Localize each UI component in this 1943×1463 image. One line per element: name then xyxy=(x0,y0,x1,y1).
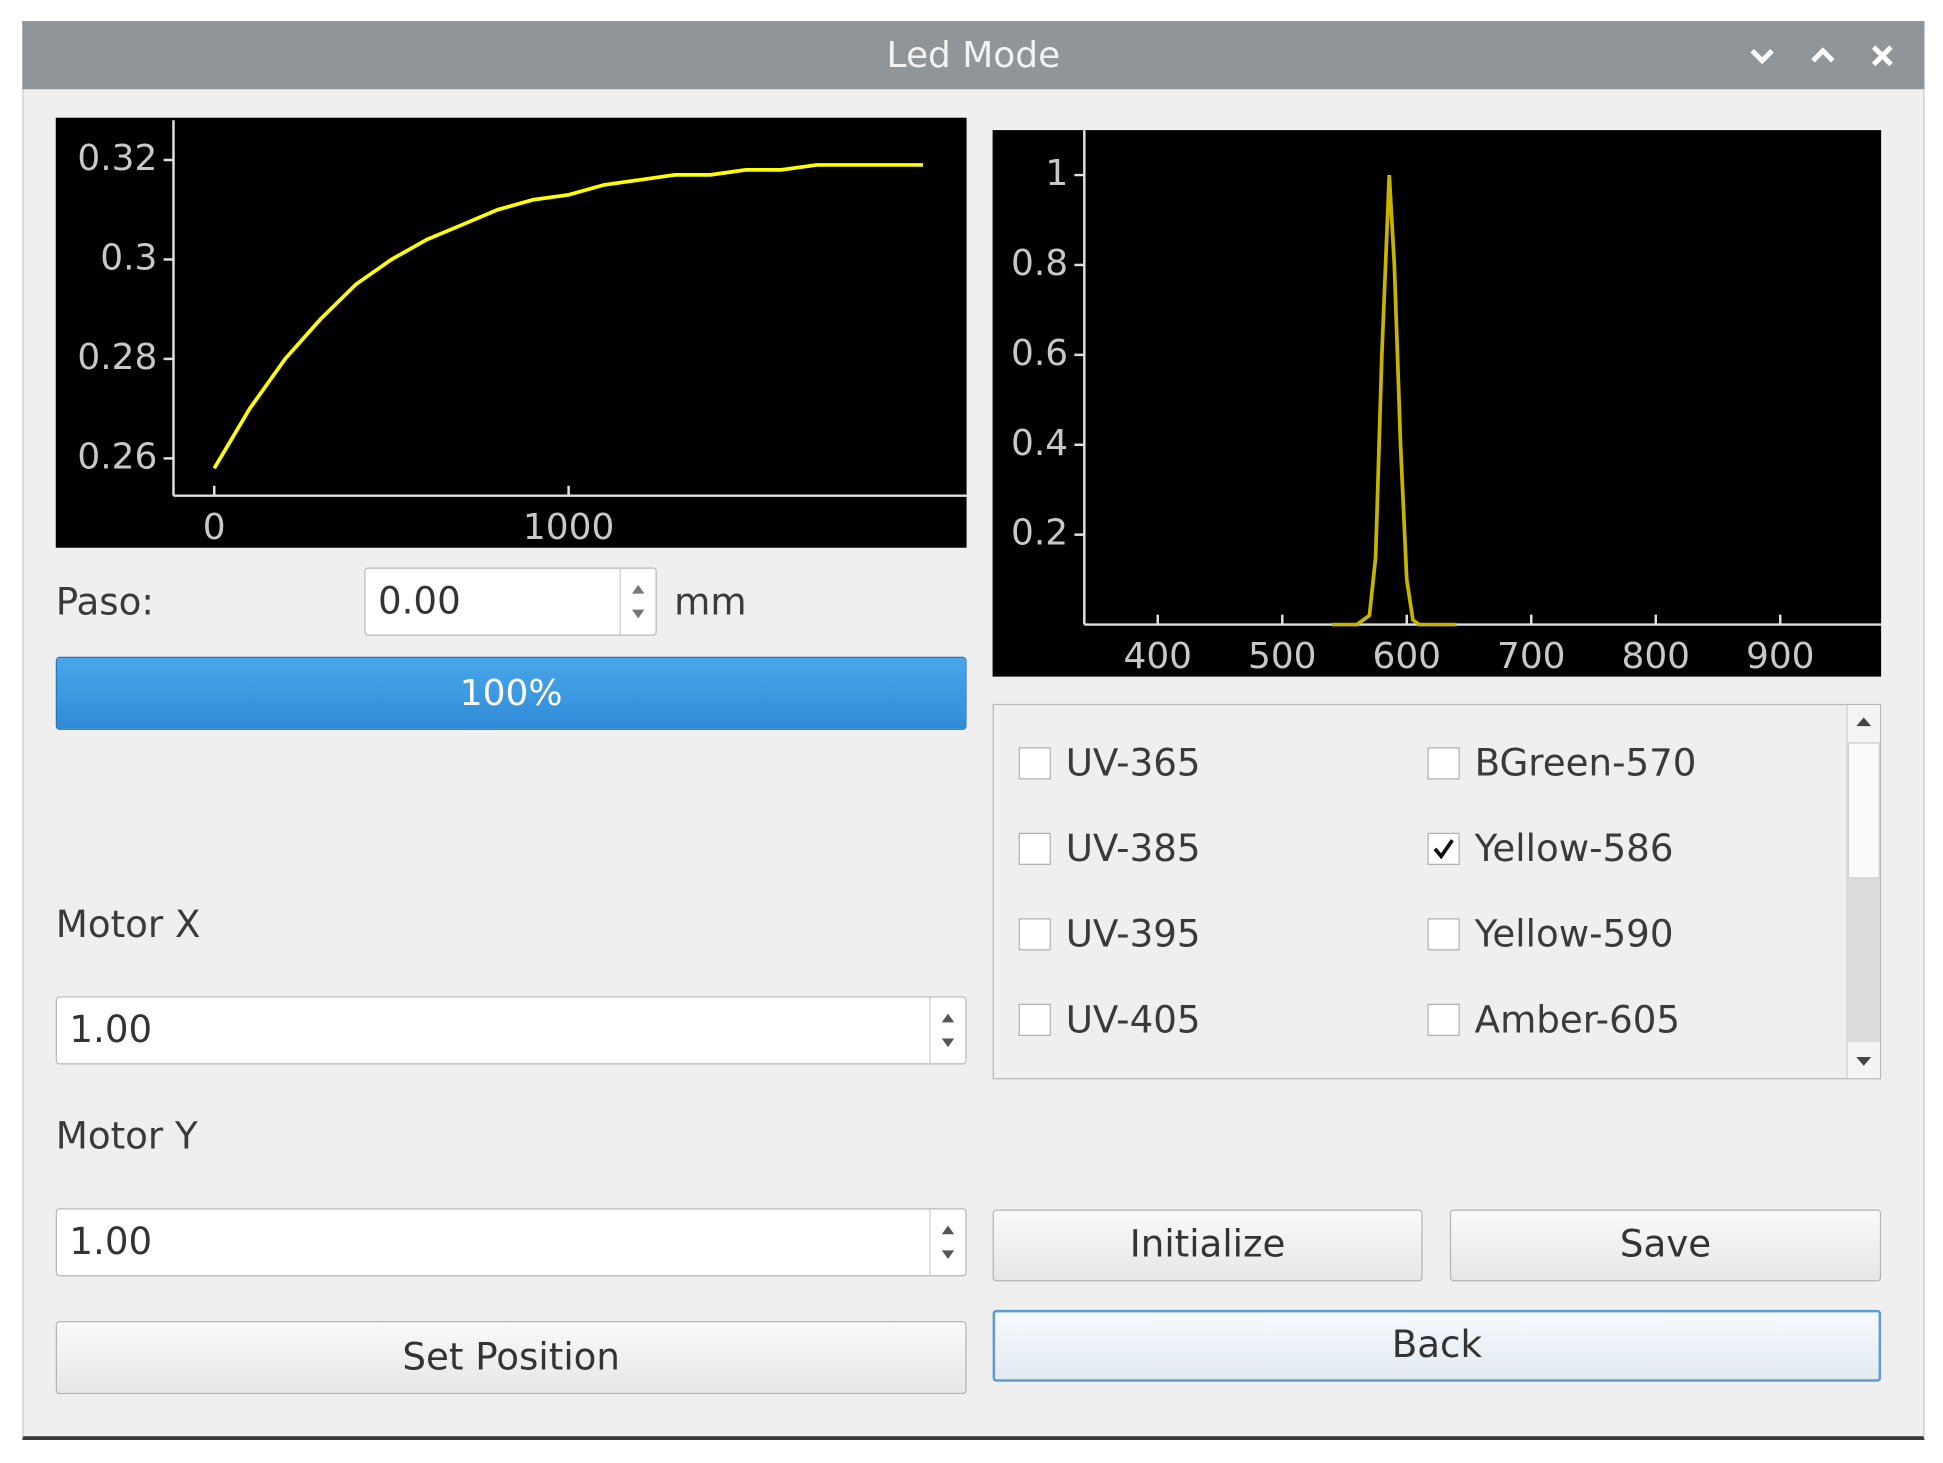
checkbox[interactable] xyxy=(1427,1003,1460,1036)
checkbox[interactable] xyxy=(1427,918,1460,951)
paso-label: Paso: xyxy=(55,581,154,625)
paso-value: 0.00 xyxy=(377,579,461,624)
x-tick-label: 500 xyxy=(1248,636,1317,677)
paso-unit: mm xyxy=(674,581,747,625)
motor-x-value: 1.00 xyxy=(69,1008,153,1053)
y-tick-label: 0.6 xyxy=(1011,333,1068,374)
y-tick-label: 1 xyxy=(1045,153,1068,194)
led-label: UV-395 xyxy=(1065,913,1201,957)
led-option[interactable]: UV-385 xyxy=(1018,827,1416,878)
led-option[interactable]: BGreen-570 xyxy=(1427,742,1825,792)
checkbox[interactable] xyxy=(1018,918,1051,951)
checkbox[interactable] xyxy=(1018,1003,1051,1036)
checkbox[interactable] xyxy=(1427,747,1460,780)
y-tick-label: 0.32 xyxy=(77,138,157,179)
initialize-button[interactable]: Initialize xyxy=(992,1209,1423,1282)
led-label: BGreen-570 xyxy=(1474,742,1697,786)
led-label: UV-385 xyxy=(1065,827,1201,872)
spin-arrows[interactable] xyxy=(929,997,965,1064)
x-tick-label: 900 xyxy=(1746,636,1815,677)
scrollbar[interactable] xyxy=(1846,705,1880,1079)
check-mark xyxy=(1433,839,1454,860)
x-tick-label: 700 xyxy=(1497,636,1566,677)
motor-y-value: 1.00 xyxy=(69,1220,153,1264)
led-option[interactable]: UV-405 xyxy=(1018,998,1416,1049)
led-option[interactable]: UV-365 xyxy=(1018,742,1416,792)
led-list: UV-365 BGreen-570 UV-385 Yellow-586 UV-395 Ye… xyxy=(992,703,1882,1080)
progress-fill xyxy=(57,658,966,729)
checkbox[interactable] xyxy=(1018,747,1051,780)
spin-arrows[interactable] xyxy=(619,568,656,635)
x-tick-label: 0 xyxy=(203,507,226,548)
check-path xyxy=(1433,839,1454,860)
window-title: Led Mode xyxy=(886,33,1061,76)
led-label: Yellow-586 xyxy=(1474,827,1674,872)
window-controls xyxy=(1750,45,1893,67)
led-option[interactable]: Yellow-586 xyxy=(1427,827,1825,878)
maximize-button[interactable] xyxy=(1811,47,1835,63)
back-button[interactable]: Back xyxy=(992,1309,1882,1382)
set-position-button[interactable]: Set Position xyxy=(55,1320,967,1395)
checkbox[interactable] xyxy=(1018,832,1051,865)
scrollbar-track xyxy=(1847,878,1880,1043)
y-tick-label: 0.26 xyxy=(77,436,157,477)
y-tick-label: 0.3 xyxy=(100,237,157,278)
led-label: UV-405 xyxy=(1065,998,1201,1043)
x-tick-label: 1000 xyxy=(523,507,614,548)
spin-arrows[interactable] xyxy=(929,1209,965,1276)
data-line xyxy=(212,163,923,470)
motor-x-spinbox[interactable]: 1.00 xyxy=(55,996,967,1065)
title-bar: Led Mode xyxy=(22,21,1925,90)
x-tick-label: 400 xyxy=(1123,636,1192,677)
motor-y-spinbox[interactable]: 1.00 xyxy=(55,1208,967,1277)
spectrum-chart: 0.2 0.4 0.6 0.8 1 400 500 600 700 800 900 xyxy=(992,130,1882,677)
y-tick-label: 0.8 xyxy=(1011,243,1068,284)
progress-bar: 100% xyxy=(55,656,967,730)
y-tick-label: 0.28 xyxy=(77,337,157,378)
led-label: Amber-605 xyxy=(1474,998,1681,1043)
data-line xyxy=(1332,174,1457,627)
close-button[interactable] xyxy=(1871,45,1893,67)
y-tick-label: 0.2 xyxy=(1011,513,1068,554)
scrollbar-handle[interactable] xyxy=(1847,742,1880,879)
y-tick-label: 0.4 xyxy=(1011,423,1068,464)
paso-spinbox[interactable]: 0.00 xyxy=(364,567,657,636)
motor-x-label: Motor X xyxy=(55,903,201,947)
motor-y-label: Motor Y xyxy=(55,1115,198,1159)
x-tick-label: 600 xyxy=(1372,636,1441,677)
led-option[interactable]: UV-395 xyxy=(1018,913,1416,963)
led-option[interactable]: Yellow-590 xyxy=(1427,913,1825,963)
minimize-button[interactable] xyxy=(1750,49,1774,65)
scroll-arrows[interactable] xyxy=(1848,705,1880,1078)
save-button[interactable]: Save xyxy=(1449,1209,1882,1282)
checkbox[interactable] xyxy=(1427,832,1460,865)
position-chart: 0.26 0.28 0.3 0.32 0 1000 xyxy=(55,117,967,548)
led-option[interactable]: Amber-605 xyxy=(1427,998,1825,1049)
led-label: Yellow-590 xyxy=(1474,913,1674,957)
progress-label: 100% xyxy=(459,671,563,714)
led-label: UV-365 xyxy=(1065,742,1201,786)
x-tick-label: 800 xyxy=(1621,636,1690,677)
